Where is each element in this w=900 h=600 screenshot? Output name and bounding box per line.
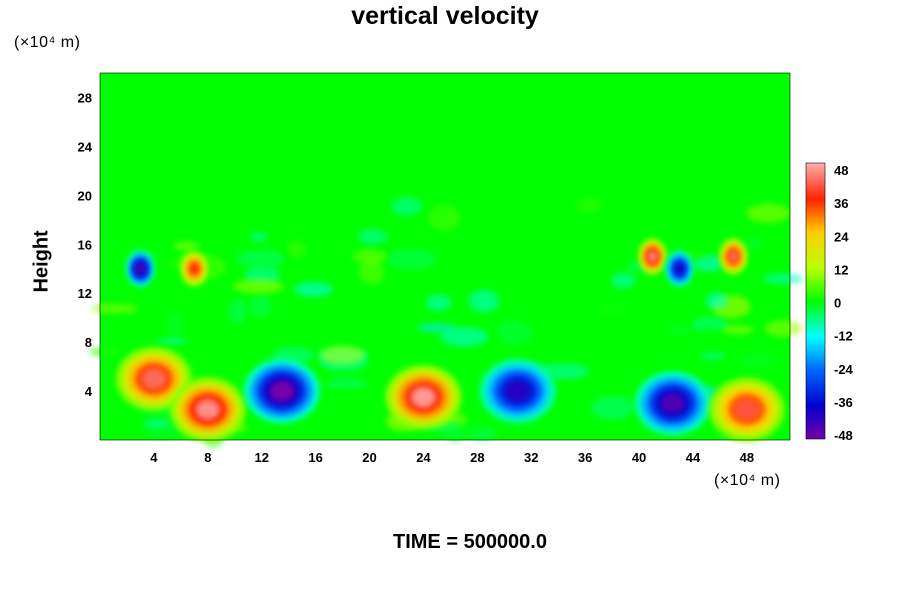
field-patch — [167, 312, 184, 334]
x-tick-label: 4 — [150, 450, 158, 465]
field-feature — [189, 262, 199, 275]
plot-frame — [99, 72, 791, 441]
x-tick-label: 20 — [362, 450, 376, 465]
colorbar-tick-label: -12 — [834, 329, 853, 344]
x-axis-unit: (×10⁴ m) — [714, 472, 781, 489]
field-patch — [746, 203, 790, 223]
field-feature — [734, 399, 760, 420]
field-feature — [505, 380, 530, 402]
x-tick-label: 36 — [578, 450, 592, 465]
x-tick-label: 12 — [254, 450, 268, 465]
field-feature — [269, 380, 295, 402]
field-patch — [390, 197, 423, 216]
field-patch — [763, 273, 804, 285]
y-tick-label: 12 — [78, 286, 92, 301]
y-tick-label: 20 — [78, 188, 92, 203]
y-tick-label: 24 — [78, 139, 93, 154]
field-patch — [249, 295, 272, 318]
field-patch — [249, 232, 268, 242]
x-tick-label: 48 — [740, 450, 754, 465]
field-patch — [88, 347, 121, 357]
field-patch — [700, 351, 726, 361]
field-patch — [353, 248, 388, 265]
y-tick-label: 16 — [78, 237, 92, 252]
field-patch — [494, 274, 515, 283]
field-feature — [728, 250, 738, 263]
field-patch — [462, 418, 484, 436]
field-patch — [665, 323, 692, 336]
colorbar-tick-label: 12 — [834, 262, 848, 277]
colorbar-tick-label: 36 — [834, 196, 848, 211]
x-tick-label: 44 — [686, 450, 701, 465]
field-patch — [443, 421, 467, 442]
time-label: TIME = 500000.0 — [393, 531, 547, 553]
colorbar-tick-label: 48 — [834, 163, 848, 178]
field-patch — [593, 303, 632, 319]
x-tick-label: 16 — [308, 450, 322, 465]
field-feature — [675, 262, 684, 275]
x-tick-label: 32 — [524, 450, 538, 465]
chart-title: vertical velocity — [351, 2, 539, 30]
field-patch — [575, 197, 604, 212]
field-patch — [143, 419, 171, 428]
y-tick-label: 28 — [78, 90, 92, 105]
colorbar-tick-label: -48 — [834, 428, 853, 443]
field-feature — [141, 368, 167, 390]
field-feature — [411, 386, 436, 408]
field-patch — [157, 336, 188, 346]
field-feature — [648, 250, 658, 263]
field-patch — [427, 205, 461, 231]
field-patch — [721, 325, 754, 335]
field-patch — [320, 345, 366, 365]
field-patch — [358, 229, 388, 245]
colorbar-tick-label: -36 — [834, 395, 853, 410]
colorbar — [805, 162, 826, 440]
x-tick-label: 24 — [416, 450, 431, 465]
field-patch — [91, 303, 138, 314]
x-tick-label: 28 — [470, 450, 484, 465]
field-feature — [195, 399, 220, 420]
field-patch — [258, 337, 287, 346]
field-patch — [286, 240, 306, 258]
field-patch — [425, 294, 451, 311]
field-patch — [440, 326, 489, 347]
field-patch — [233, 278, 284, 294]
field-patch — [764, 320, 803, 337]
field-patch — [590, 396, 635, 420]
y-axis-unit: (×10⁴ m) — [14, 34, 81, 51]
field-patch — [468, 289, 499, 313]
field-patch — [358, 259, 385, 285]
field-patch — [706, 292, 728, 310]
field-patch — [611, 272, 636, 289]
colorbar-tick-label: 24 — [834, 229, 849, 244]
field-patch — [229, 298, 247, 324]
field-patch — [386, 248, 437, 270]
colorbar-tick-label: -24 — [834, 362, 854, 377]
field-patch — [323, 378, 368, 389]
field-patch — [236, 249, 285, 269]
field-patch — [173, 241, 200, 251]
field-feature — [660, 393, 685, 414]
field-feature — [135, 262, 145, 275]
x-tick-label: 8 — [204, 450, 211, 465]
field-patch — [496, 320, 532, 345]
field-patch — [417, 322, 456, 333]
x-tick-label: 40 — [632, 450, 646, 465]
y-tick-label: 8 — [85, 335, 92, 350]
field-patch — [742, 352, 776, 369]
field-patch — [690, 327, 732, 350]
y-tick-label: 4 — [85, 384, 93, 399]
colorbar-tick-label: 0 — [834, 296, 841, 311]
field-patch — [294, 282, 334, 297]
field-patch — [743, 237, 763, 250]
